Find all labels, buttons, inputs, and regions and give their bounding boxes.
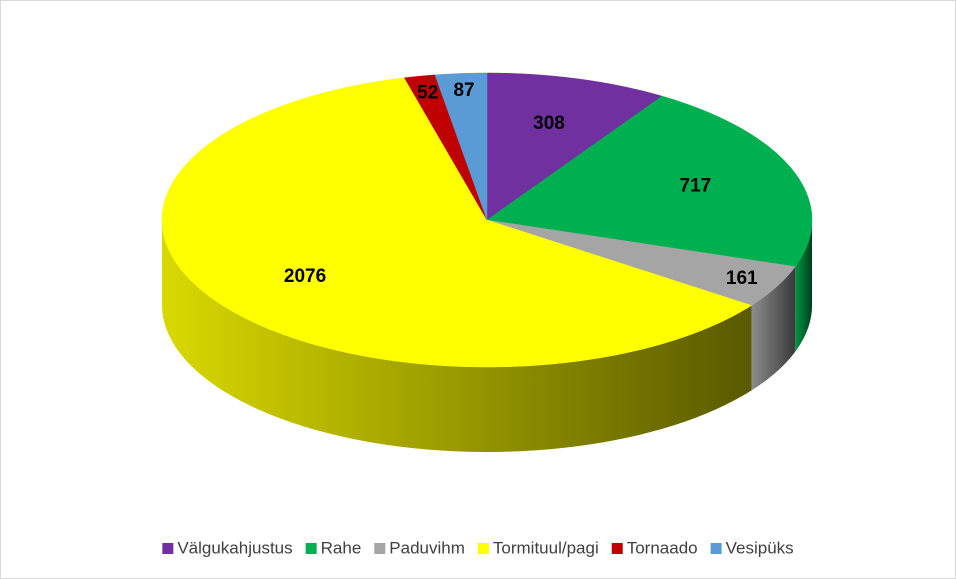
data-label: 52 [417, 82, 438, 103]
slice [434, 72, 488, 221]
data-label: 161 [726, 268, 758, 289]
pie: 308 717 161 2076 52 87 [161, 72, 813, 452]
data-label: 87 [453, 80, 474, 101]
legend-label: Rahe [321, 538, 362, 557]
legend-label: Tormituul/pagi [493, 538, 599, 557]
legend-swatch [162, 543, 174, 554]
legend-swatch [374, 543, 386, 554]
slice-side-shade [795, 220, 812, 352]
legend: Välgukahjustus Rahe Paduvihm Tormituul/pagi… [162, 538, 794, 557]
slice [161, 77, 753, 368]
slice [486, 219, 796, 306]
legend-label: Vesipüks [726, 538, 794, 557]
legend-label: Välgukahjustus [177, 538, 292, 557]
legend-swatch [710, 543, 722, 554]
legend-swatch [611, 543, 623, 554]
slice-side-shade [751, 266, 796, 391]
data-label: 308 [533, 113, 565, 134]
legend-label: Tornaado [627, 538, 698, 557]
legend-swatch [477, 543, 489, 554]
legend-label: Paduvihm [389, 538, 465, 557]
slice [486, 72, 663, 221]
slice-side-shade [162, 220, 752, 452]
legend-swatch [305, 543, 317, 554]
slice [486, 95, 813, 267]
data-label: 2076 [284, 266, 326, 287]
data-label: 717 [680, 176, 712, 197]
